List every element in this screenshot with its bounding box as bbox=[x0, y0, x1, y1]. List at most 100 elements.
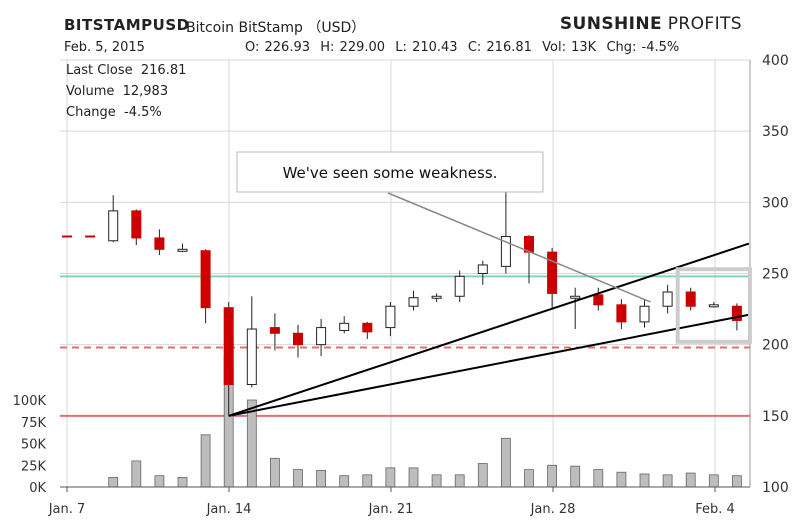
chart-axes: 100 150 200 250 300 350 400 0K 25K 50K 75K 100K Jan.… bbox=[13, 53, 789, 517]
candle-body bbox=[408, 297, 419, 307]
candle-body bbox=[454, 275, 465, 297]
candle bbox=[547, 247, 558, 308]
candle bbox=[662, 284, 673, 314]
volume-bar bbox=[477, 463, 488, 488]
candle-body bbox=[223, 307, 234, 386]
volume-bar bbox=[570, 465, 581, 488]
candlesticks bbox=[62, 192, 742, 416]
candle bbox=[685, 287, 696, 311]
volume-bar bbox=[524, 469, 534, 488]
volume-stat: Volume 12,983 bbox=[66, 84, 169, 99]
volume-bar bbox=[639, 473, 650, 488]
candle bbox=[408, 290, 419, 311]
candle-body bbox=[616, 304, 627, 323]
x-tick-label: Jan. 14 bbox=[206, 502, 252, 517]
annotation-layer: We've seen some weakness. bbox=[236, 151, 752, 344]
candle bbox=[362, 321, 373, 339]
trend-lines bbox=[228, 242, 750, 417]
volume-bar bbox=[339, 475, 350, 488]
annotation-text: We've seen some weakness. bbox=[283, 164, 498, 182]
volume-bar bbox=[454, 474, 465, 488]
candle bbox=[431, 293, 442, 302]
volume-tick-label: 0K bbox=[29, 481, 46, 496]
candle-body bbox=[708, 304, 719, 308]
volume-bar bbox=[616, 471, 627, 488]
candle-body bbox=[177, 248, 188, 252]
candle-body bbox=[200, 250, 211, 309]
volume-tick-label: 50K bbox=[21, 438, 47, 453]
candle-body bbox=[108, 210, 119, 242]
candle-body bbox=[339, 322, 350, 331]
candle bbox=[639, 299, 650, 328]
candle bbox=[339, 316, 350, 334]
volume-tick-label: 100K bbox=[13, 394, 47, 409]
candle-body bbox=[593, 294, 604, 306]
candle bbox=[477, 260, 488, 285]
price-tick-label: 400 bbox=[762, 53, 789, 69]
candle bbox=[316, 319, 327, 357]
highlight-box bbox=[675, 267, 752, 344]
candle bbox=[570, 287, 581, 330]
candle bbox=[177, 243, 188, 253]
candle-body bbox=[293, 332, 303, 346]
trend-line bbox=[228, 313, 750, 417]
price-tick-label: 250 bbox=[762, 267, 789, 283]
candle bbox=[293, 324, 303, 358]
volume-bar bbox=[246, 399, 257, 488]
volume-bar bbox=[593, 469, 604, 488]
price-tick-label: 350 bbox=[762, 124, 789, 140]
candle-body bbox=[385, 305, 396, 329]
candle-body bbox=[131, 210, 142, 239]
candle-body bbox=[246, 328, 257, 386]
candle bbox=[269, 313, 280, 351]
x-tick-label: Jan. 7 bbox=[48, 502, 86, 517]
volume-bar bbox=[200, 434, 211, 488]
brand-rest: PROFITS bbox=[667, 14, 742, 34]
x-tick-label: Jan. 21 bbox=[368, 502, 414, 517]
last-close-stat: Last Close 216.81 bbox=[66, 63, 187, 78]
price-tick-label: 100 bbox=[762, 480, 789, 496]
symbol-description: Bitcoin BitStamp （USD） bbox=[186, 20, 366, 36]
volume-bar bbox=[177, 477, 188, 488]
volume-bar bbox=[131, 460, 142, 488]
volume-bar bbox=[408, 467, 419, 488]
candle bbox=[593, 287, 604, 311]
volume-bar bbox=[662, 474, 673, 488]
candle bbox=[454, 270, 465, 302]
volume-tick-label: 25K bbox=[21, 459, 47, 474]
candle-body bbox=[431, 295, 442, 299]
volume-bar bbox=[732, 475, 742, 488]
change-stat: Change -4.5% bbox=[66, 105, 162, 120]
candle bbox=[131, 209, 142, 246]
candle bbox=[385, 301, 396, 337]
chart-grid bbox=[60, 59, 750, 488]
candle-body bbox=[362, 322, 373, 333]
ohlc-readout: O: 226.93 H: 229.00 L: 210.43 C: 216.81 … bbox=[245, 40, 680, 55]
annotation-pointer bbox=[387, 192, 651, 303]
horizontal-levels bbox=[60, 275, 750, 417]
candle-body bbox=[477, 264, 488, 274]
candle bbox=[223, 301, 234, 416]
candle-body bbox=[570, 295, 581, 299]
candle bbox=[246, 296, 257, 388]
volume-bar bbox=[500, 437, 511, 488]
candle-body bbox=[685, 291, 696, 307]
candle-body bbox=[269, 327, 280, 334]
trend-line bbox=[228, 242, 750, 417]
brand-bold: SUNSHINE bbox=[559, 14, 662, 34]
volume-bar bbox=[385, 467, 396, 488]
volume-tick-label: 75K bbox=[21, 416, 47, 431]
brand-logo: SUNSHINE PROFITS bbox=[560, 14, 742, 34]
candle-body bbox=[154, 237, 165, 250]
price-tick-label: 200 bbox=[762, 338, 789, 354]
volume-bar bbox=[362, 474, 373, 488]
candle-body bbox=[547, 251, 558, 294]
volume-bars bbox=[108, 356, 742, 488]
candle-body bbox=[316, 327, 327, 346]
price-tick-label: 300 bbox=[762, 195, 789, 211]
volume-bar bbox=[708, 474, 719, 488]
candle-body bbox=[500, 235, 511, 267]
x-tick-label: Jan. 28 bbox=[530, 502, 576, 517]
price-tick-label: 150 bbox=[762, 409, 789, 425]
